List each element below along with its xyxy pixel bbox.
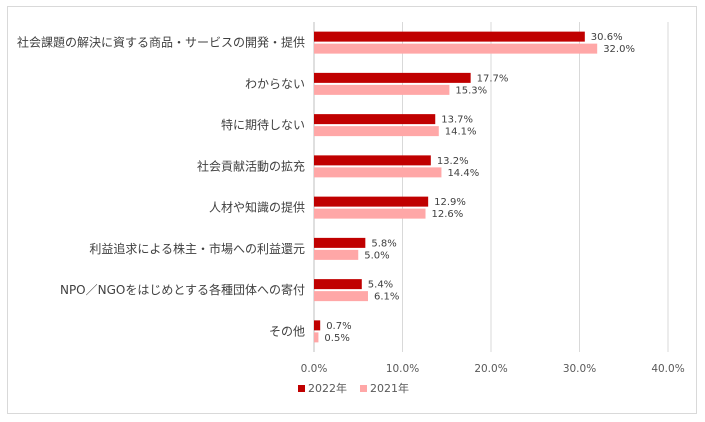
x-tick-label: 40.0% — [651, 363, 684, 375]
bar-2021年 — [314, 43, 598, 54]
bar-2022年 — [314, 155, 431, 166]
bar-2022年 — [314, 72, 471, 83]
legend-swatch — [298, 385, 305, 392]
bar-2022年 — [314, 237, 366, 248]
data-label: 12.6% — [432, 209, 464, 220]
bar-2022年 — [314, 31, 585, 42]
bar-2021年 — [314, 126, 439, 137]
data-label: 5.8% — [371, 238, 396, 249]
data-label: 12.9% — [434, 197, 466, 208]
legend: 2022年 2021年 — [298, 381, 409, 395]
data-label: 14.4% — [447, 168, 479, 179]
bar-2021年 — [314, 332, 319, 343]
category-label: 社会課題の解決に資する商品・サービスの開発・提供 — [17, 35, 305, 50]
bar-2022年 — [314, 196, 429, 207]
category-label: NPO／NGOをはじめとする各種団体への寄付 — [60, 282, 305, 297]
category-label: 人材や知識の提供 — [209, 200, 305, 215]
bar-2021年 — [314, 291, 368, 302]
x-tick-label: 0.0% — [301, 363, 328, 375]
data-label: 30.6% — [591, 32, 623, 43]
category-label: わからない — [245, 77, 305, 91]
bar-2021年 — [314, 208, 426, 219]
data-label: 13.2% — [437, 156, 469, 167]
data-label: 0.5% — [324, 333, 349, 344]
data-label: 15.3% — [455, 85, 487, 96]
data-label: 5.0% — [364, 250, 389, 261]
value-labels: 30.6%32.0% 17.7%15.3% 13.7%14.1% 13.2%14.4%… — [324, 32, 635, 344]
data-label: 0.7% — [326, 321, 351, 332]
x-tick-labels: 0.0% 10.0% 20.0% 30.0% 40.0% — [301, 363, 685, 375]
bar-2021年 — [314, 249, 359, 260]
category-labels: 社会課題の解決に資する商品・サービスの開発・提供わからない特に期待しない社会貢献… — [17, 35, 305, 339]
category-label: その他 — [269, 324, 305, 338]
legend-label: 2022年 — [308, 381, 347, 395]
data-label: 5.4% — [368, 280, 393, 291]
category-label: 特に期待しない — [221, 117, 305, 132]
data-label: 14.1% — [445, 127, 477, 138]
category-label: 利益追求による株主・市場への利益還元 — [89, 241, 305, 256]
category-label: 社会貢献活動の拡充 — [197, 158, 305, 173]
bars — [314, 31, 598, 343]
data-label: 13.7% — [441, 115, 473, 126]
data-label: 17.7% — [477, 73, 509, 84]
x-tick-label: 20.0% — [474, 363, 507, 375]
bar-2022年 — [314, 320, 321, 331]
data-label: 32.0% — [603, 44, 635, 55]
legend-swatch — [360, 385, 367, 392]
bar-2021年 — [314, 84, 450, 95]
grid-lines — [313, 22, 669, 352]
x-tick-label: 30.0% — [563, 363, 596, 375]
bar-2021年 — [314, 167, 442, 178]
bar-2022年 — [314, 279, 362, 290]
data-label: 6.1% — [374, 292, 399, 303]
legend-label: 2021年 — [370, 381, 409, 395]
bar-2022年 — [314, 114, 436, 125]
x-tick-label: 10.0% — [386, 363, 419, 375]
